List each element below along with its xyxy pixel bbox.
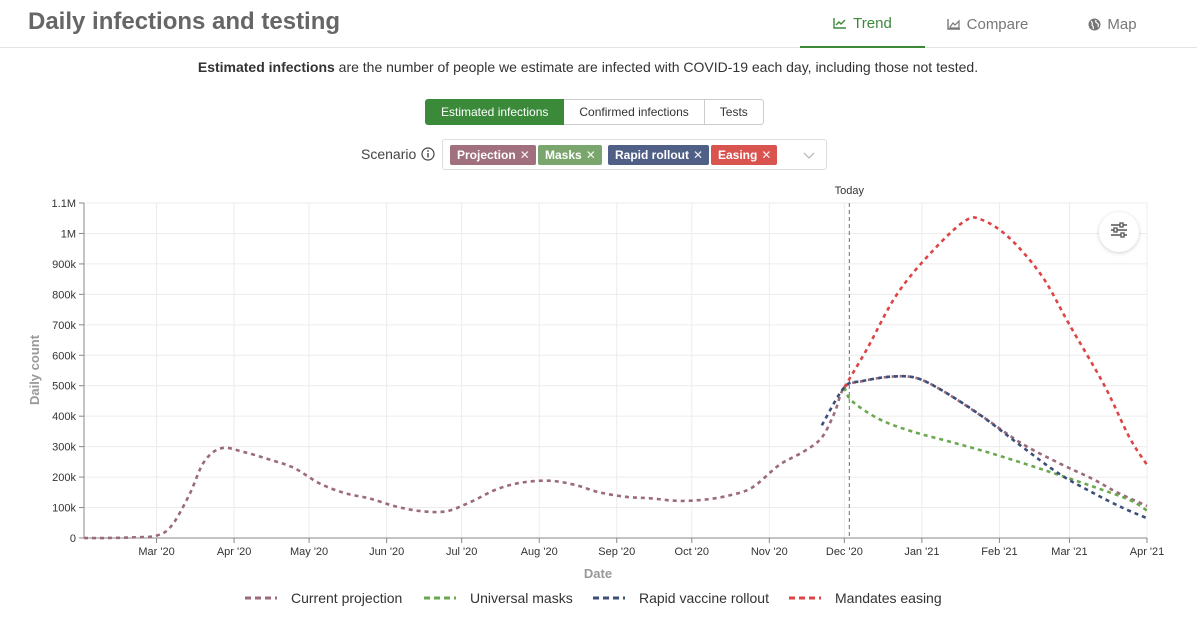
x-axis-title: Date [584, 566, 612, 578]
confirmed-infections-button[interactable]: Confirmed infections [564, 99, 705, 125]
series [83, 216, 1149, 540]
line-chart-icon [833, 17, 847, 29]
y-tick-label: 900k [52, 259, 76, 271]
scenario-label: Scenario [361, 146, 435, 162]
x-tick-label: Dec '20 [826, 546, 863, 558]
tab-compare[interactable]: Compare [925, 0, 1050, 48]
chip-masks-label: Masks [545, 148, 582, 162]
x-tick-label: May '20 [290, 546, 328, 558]
x-tick-label: Mar '21 [1051, 546, 1087, 558]
tab-trend[interactable]: Trend [800, 0, 925, 48]
chip-rapid-rollout-label: Rapid rollout [615, 148, 689, 162]
chevron-down-icon[interactable] [803, 148, 815, 166]
x-tick-label: Mar '20 [138, 546, 174, 558]
scenario-label-text: Scenario [361, 146, 417, 162]
legend-label: Universal masks [470, 590, 573, 606]
remove-easing-icon[interactable]: ✕ [761, 148, 772, 162]
y-tick-label: 500k [52, 381, 76, 393]
x-tick-label: Sep '20 [598, 546, 635, 558]
legend-rapid-vaccine-rollout[interactable]: Rapid vaccine rollout [593, 590, 769, 606]
description-text: are the number of people we estimate are… [334, 59, 979, 75]
globe-icon [1088, 18, 1101, 31]
chart-legend: Current projection Universal masks Rapid… [0, 590, 1197, 610]
tab-trend-label: Trend [853, 14, 892, 32]
chip-easing: Easing ✕ [711, 145, 778, 165]
tests-button[interactable]: Tests [704, 99, 764, 125]
top-bar: Daily infections and testing Trend Compa… [0, 0, 1197, 48]
legend-universal-masks[interactable]: Universal masks [424, 590, 573, 606]
info-icon[interactable] [421, 147, 435, 161]
legend-label: Current projection [291, 590, 403, 606]
today-label: Today [835, 185, 865, 197]
description-bold: Estimated infections [197, 59, 335, 75]
legend-label: Rapid vaccine rollout [639, 590, 769, 606]
series-line-masks [843, 386, 1148, 512]
chip-easing-label: Easing [718, 148, 758, 162]
y-tick-label: 1M [61, 228, 76, 240]
x-tick-label: Jan '21 [904, 546, 939, 558]
x-tick-label: Oct '20 [675, 546, 710, 558]
y-axis-title: Daily count [27, 334, 42, 405]
y-tick-label: 600k [52, 350, 76, 362]
metric-toggle: Estimated infections Confirmed infection… [425, 99, 764, 125]
legend-mandates-easing[interactable]: Mandates easing [789, 590, 942, 606]
infections-chart: 0 100k 200k 300k 400k 500k 600k 700k 800k 900k 1M 1… [27, 185, 1165, 578]
tab-map[interactable]: Map [1050, 0, 1175, 48]
x-tick-label: Jun '20 [369, 546, 404, 558]
tab-compare-label: Compare [966, 15, 1029, 33]
series-line-rapid [820, 374, 1148, 520]
chip-projection: Projection ✕ [450, 145, 536, 165]
area-chart-icon [946, 18, 961, 30]
chip-masks: Masks ✕ [538, 145, 602, 165]
scenario-select[interactable]: Projection ✕ Masks ✕ Rapid rollout ✕ Eas… [442, 139, 827, 170]
remove-projection-icon[interactable]: ✕ [519, 148, 530, 162]
x-tick-label: Jul '20 [446, 546, 477, 558]
x-tick-label: Feb '21 [981, 546, 1017, 558]
y-tick-label: 0 [70, 533, 76, 545]
chart-description: Estimated infections are the number of p… [0, 59, 1176, 75]
plot-frame [83, 202, 1148, 539]
y-tick-label: 200k [52, 472, 76, 484]
y-tick-label: 100k [52, 503, 76, 515]
y-tick-label: 1.1M [52, 198, 76, 210]
x-tick-label: Apr '20 [217, 546, 252, 558]
today-marker: Today [835, 185, 865, 538]
remove-masks-icon[interactable]: ✕ [585, 148, 596, 162]
legend-label: Mandates easing [835, 590, 942, 606]
page-title: Daily infections and testing [28, 8, 341, 35]
y-tick-label: 700k [52, 320, 76, 332]
grid [83, 202, 1148, 539]
tab-map-label: Map [1107, 15, 1137, 33]
legend-current-projection[interactable]: Current projection [245, 590, 402, 606]
x-tick-label: Aug '20 [521, 546, 558, 558]
chart-settings-button[interactable] [1099, 212, 1139, 252]
y-tick-label: 300k [52, 442, 76, 454]
axes: 0 100k 200k 300k 400k 500k 600k 700k 800k 900k 1M 1… [52, 198, 1165, 558]
x-tick-label: Apr '21 [1130, 546, 1165, 558]
y-tick-label: 400k [52, 411, 76, 423]
remove-rapid-rollout-icon[interactable]: ✕ [693, 148, 704, 162]
sliders-icon [1110, 221, 1128, 243]
x-tick-label: Nov '20 [751, 546, 788, 558]
chip-projection-label: Projection [457, 148, 516, 162]
y-tick-label: 800k [52, 289, 76, 301]
estimated-infections-button[interactable]: Estimated infections [425, 99, 565, 125]
series-line-easing [843, 216, 1149, 466]
chip-rapid-rollout: Rapid rollout ✕ [608, 145, 710, 165]
series-line-projection [83, 374, 1148, 540]
